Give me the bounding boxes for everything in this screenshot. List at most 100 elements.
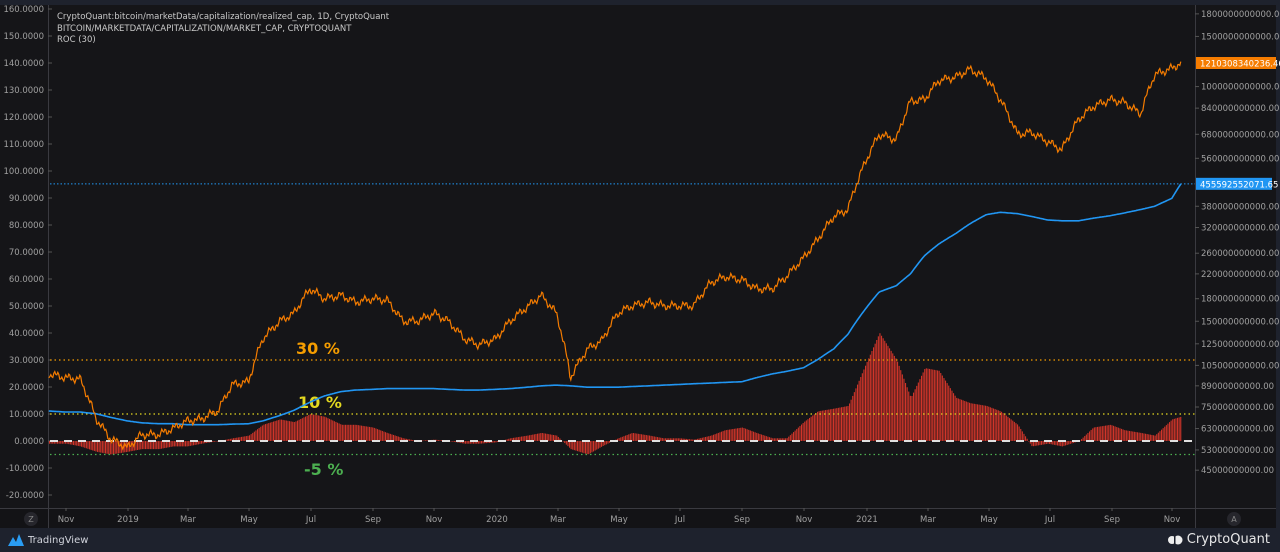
cryptoquant-logo[interactable]: CryptoQuant bbox=[1167, 532, 1270, 547]
roc-bar bbox=[1143, 433, 1145, 441]
roc-bar bbox=[685, 438, 687, 441]
roc-bar bbox=[1002, 413, 1004, 441]
roc-bar bbox=[649, 435, 651, 441]
roc-bar bbox=[754, 432, 756, 441]
roc-bar bbox=[60, 441, 62, 444]
roc-bar bbox=[405, 438, 407, 441]
roc-bar bbox=[839, 407, 841, 441]
roc-bar bbox=[1061, 441, 1063, 447]
roc-bar bbox=[1097, 426, 1099, 441]
roc-bar bbox=[233, 438, 235, 441]
roc-bar bbox=[807, 419, 809, 441]
roc-bar bbox=[71, 441, 73, 445]
roc-bar bbox=[946, 383, 948, 441]
left-axis[interactable]: 160.0000 150.0000 140.0000 130.0000 120.0000… bbox=[3, 5, 52, 501]
roc-bar bbox=[1033, 441, 1035, 447]
roc-bar bbox=[900, 370, 902, 441]
roc-bar bbox=[204, 441, 206, 444]
roc-bar bbox=[191, 441, 193, 446]
roc-bar bbox=[1092, 428, 1094, 441]
roc-bar bbox=[481, 441, 483, 444]
roc-bar bbox=[911, 395, 913, 441]
right-tick-label: 1000000000000.00 bbox=[1201, 83, 1280, 93]
roc-bar bbox=[361, 425, 363, 441]
roc-bar bbox=[348, 424, 350, 441]
roc-bar bbox=[1121, 428, 1123, 441]
roc-bar bbox=[132, 441, 134, 451]
roc-bar bbox=[818, 411, 820, 441]
roc-bar bbox=[623, 436, 625, 441]
roc-bar bbox=[594, 441, 596, 451]
roc-bar bbox=[993, 408, 995, 441]
roc-bar bbox=[484, 441, 486, 444]
right-tick-label: 840000000000.00 bbox=[1201, 104, 1279, 114]
roc-bar bbox=[92, 441, 94, 451]
roc-bar bbox=[553, 434, 555, 441]
auto-scale-button-label: A bbox=[1231, 515, 1237, 524]
roc-bar bbox=[1001, 411, 1003, 441]
roc-bar bbox=[279, 419, 281, 441]
roc-bar bbox=[245, 436, 247, 441]
roc-bar bbox=[1172, 419, 1174, 441]
roc-bar bbox=[809, 417, 811, 441]
roc-bar bbox=[108, 441, 110, 455]
roc-bar bbox=[1004, 414, 1006, 441]
roc-bar bbox=[882, 338, 884, 441]
roc-bar bbox=[969, 402, 971, 441]
roc-bar bbox=[773, 438, 775, 441]
zoom-button[interactable] bbox=[24, 512, 38, 526]
roc-bar bbox=[889, 348, 891, 441]
roc-bar bbox=[628, 434, 630, 441]
roc-bar bbox=[1082, 437, 1084, 441]
roc-bar bbox=[393, 434, 395, 441]
roc-bar bbox=[1146, 434, 1148, 441]
roc-bar bbox=[127, 441, 129, 452]
roc-bar bbox=[805, 420, 807, 441]
x-tick-label: Sep bbox=[365, 515, 381, 525]
auto-scale-button[interactable] bbox=[1227, 512, 1241, 526]
roc-bar bbox=[1127, 430, 1129, 441]
legend-roc[interactable]: ROC (30) bbox=[57, 35, 96, 45]
roc-bar bbox=[255, 430, 257, 441]
tradingview-logo[interactable]: TradingView bbox=[8, 534, 88, 546]
x-tick-label: Sep bbox=[1104, 515, 1120, 525]
roc-bar bbox=[831, 409, 833, 441]
x-axis-area[interactable] bbox=[0, 508, 1276, 528]
roc-bar bbox=[954, 395, 956, 441]
roc-bar bbox=[410, 439, 412, 441]
roc-bar bbox=[713, 434, 715, 441]
right-axis[interactable]: 1800000000000.00 1500000000000.00 10000000… bbox=[1195, 10, 1280, 476]
x-tick-label: Jul bbox=[1044, 515, 1055, 525]
roc-bar bbox=[103, 441, 105, 454]
roc-bar bbox=[877, 336, 879, 441]
roc-bar bbox=[788, 436, 790, 441]
market-cap-price-tag bbox=[1196, 57, 1276, 69]
roc-bar bbox=[705, 436, 707, 441]
roc-bar bbox=[665, 438, 667, 441]
footer: TradingView CryptoQuant bbox=[0, 528, 1280, 552]
legend-market-cap[interactable]: BITCOIN/MARKETDATA/CAPITALIZATION/MARKET… bbox=[57, 23, 352, 34]
chart[interactable]: 160.0000 150.0000 140.0000 130.0000 120.0000… bbox=[0, 0, 1280, 528]
roc-bar bbox=[876, 340, 878, 441]
roc-bar bbox=[346, 424, 348, 441]
roc-bar bbox=[994, 409, 996, 441]
roc-bar bbox=[309, 414, 311, 441]
roc-bar bbox=[277, 420, 279, 441]
roc-bar bbox=[101, 441, 103, 453]
roc-bar bbox=[589, 441, 591, 454]
roc-bar bbox=[367, 426, 369, 441]
x-axis[interactable]: Nov 2019 Mar May Jul Sep Nov 2020 Mar May Jul Sep No… bbox=[58, 508, 1181, 525]
roc-bar bbox=[997, 410, 999, 441]
legend-realized-cap[interactable]: CryptoQuant:bitcoin/marketData/capitaliz… bbox=[57, 12, 390, 22]
roc-bar bbox=[154, 441, 156, 450]
roc-bar bbox=[196, 441, 198, 445]
roc-bar bbox=[1137, 432, 1139, 441]
roc-bar bbox=[767, 436, 769, 441]
roc-bar bbox=[583, 441, 585, 454]
roc-bar bbox=[708, 436, 710, 441]
roc-bar bbox=[903, 378, 905, 441]
left-tick-label: 50.0000 bbox=[9, 302, 44, 312]
roc-bar bbox=[514, 437, 516, 441]
roc-bars bbox=[49, 333, 1182, 455]
roc-bar bbox=[317, 415, 319, 441]
